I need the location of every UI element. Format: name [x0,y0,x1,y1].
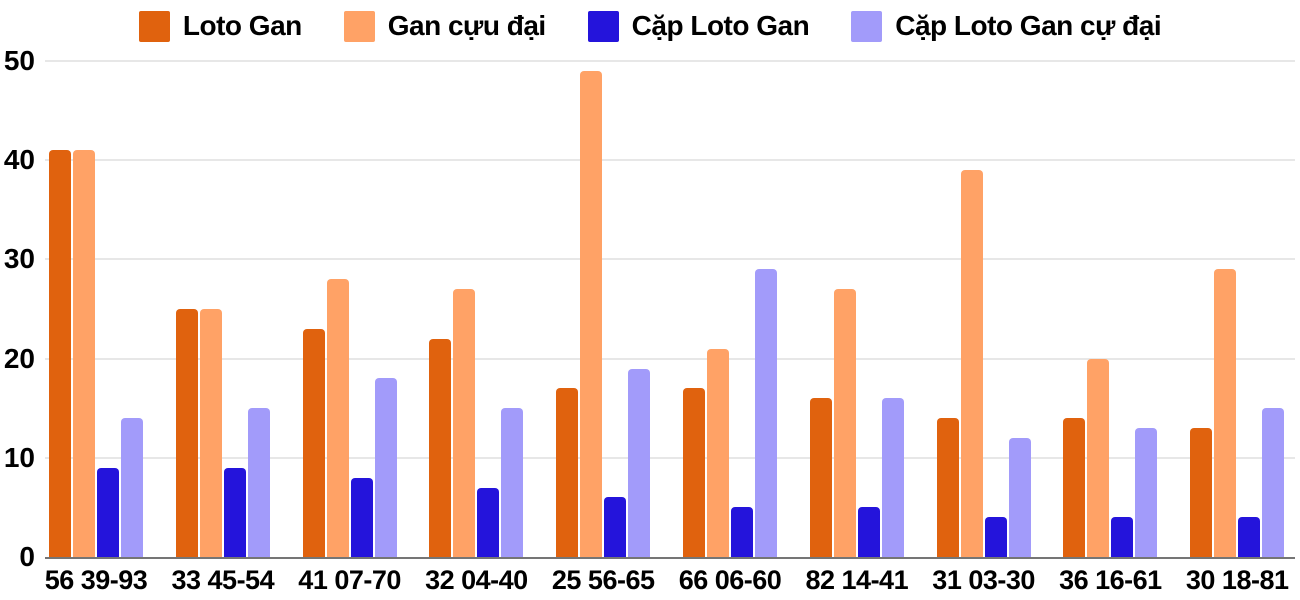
chart-legend: Loto Gan Gan cựu đại Cặp Loto Gan Cặp Loto … [0,6,1300,46]
bar-gan-cựu-đại [1087,358,1110,557]
gridline-y40 [45,159,1295,162]
x-axis-line [45,557,1295,559]
legend-swatch-icon [138,10,170,42]
bar-group-25-56-65 [556,70,651,557]
bar-group-32-04-40 [429,289,524,557]
legend-swatch-icon [851,10,883,42]
x-axis-tick-label: 82 14-41 [805,565,909,595]
plot-area: 50 40 30 20 10 0 56 39-93 33 45-54 41 07-70 32 04… [4,47,1295,595]
bar-group-30-18-81 [1190,269,1285,557]
bar-cặp-loto-gan [604,497,627,557]
bar-cặp-loto-gan-cự-đại [1135,428,1158,557]
y-axis-tick-label: 40 [3,144,35,176]
bar-gan-cựu-đại [707,348,729,557]
bar-cặp-loto-gan-cự-đại [1262,408,1285,557]
bar-loto-gan [1063,418,1086,557]
bar-cặp-loto-gan [350,477,373,557]
bar-cặp-loto-gan-cự-đại [501,408,524,557]
bar-cặp-loto-gan-cự-đại [121,418,143,557]
bar-cặp-loto-gan-cự-đại [374,378,397,557]
legend-label: Gan cựu đại [387,10,546,41]
y-axis-tick-label: 0 [19,541,35,572]
bar-cặp-loto-gan [1111,517,1134,557]
bar-cặp-loto-gan-cự-đại [755,269,777,557]
bar-cặp-loto-gan-cự-đại [247,408,270,557]
legend-label: Cặp Loto Gan cự đại [895,10,1162,41]
bar-cặp-loto-gan [731,507,753,557]
bar-loto-gan [429,338,452,557]
legend-swatch-icon [587,10,619,42]
bar-group-36-16-61 [1063,358,1158,557]
bar-gan-cựu-đại [580,70,603,557]
bar-cặp-loto-gan-cự-đại [881,398,904,557]
x-axis-tick-label: 25 56-65 [551,565,655,595]
bar-gan-cựu-đại [453,289,476,557]
legend-item-3[interactable]: Cặp Loto Gan [587,10,810,42]
x-axis-tick-label: 33 45-54 [171,565,275,595]
bar-gan-cựu-đại [1214,269,1237,557]
bar-loto-gan [49,150,71,557]
legend-label: Loto Gan [182,10,302,41]
y-axis-tick-label: 30 [3,243,35,275]
bar-gan-cựu-đại [199,309,222,557]
bar-cặp-loto-gan [857,507,880,557]
gridline-y20 [45,357,1295,360]
bar-loto-gan [683,388,705,557]
bar-loto-gan [809,398,832,557]
bar-loto-gan [1190,428,1213,557]
legend-item-1[interactable]: Loto Gan [138,10,302,42]
bar-group-41-07-70 [302,279,397,557]
bar-cặp-loto-gan [97,467,119,557]
x-axis-tick-label: 36 16-61 [1059,565,1162,595]
y-axis-tick-label: 10 [3,441,35,473]
x-axis-tick-label: 66 06-60 [678,565,782,595]
y-axis-tick-label: 50 [3,45,35,76]
bar-cặp-loto-gan [223,467,246,557]
bar-gan-cựu-đại [960,170,983,557]
bar-group-66-06-60 [683,269,777,557]
bar-group-82-14-41 [809,289,904,557]
bar-loto-gan [936,418,959,557]
y-axis-tick-label: 20 [3,342,35,374]
legend-swatch-icon [343,10,375,42]
bar-loto-gan [556,388,579,557]
x-axis-tick-label: 41 07-70 [298,565,401,595]
gridline-y50 [45,60,1295,62]
bar-loto-gan [175,309,198,557]
bar-cặp-loto-gan [984,517,1007,557]
bar-cặp-loto-gan [1238,517,1261,557]
bar-cặp-loto-gan-cự-đại [628,368,651,557]
gridline-y30 [45,258,1295,261]
x-axis-tick-label: 31 03-30 [932,565,1035,595]
bar-gan-cựu-đại [833,289,856,557]
bar-gan-cựu-đại [326,279,349,557]
bar-loto-gan [302,328,325,557]
bar-group-33-45-54 [175,309,270,557]
legend-item-2[interactable]: Gan cựu đại [343,10,546,42]
x-axis-tick-label: 56 39-93 [44,565,148,595]
legend-item-4[interactable]: Cặp Loto Gan cự đại [851,10,1162,42]
gridline-y10 [45,456,1295,459]
bar-cặp-loto-gan [477,487,500,557]
legend-label: Cặp Loto Gan [631,10,810,41]
bar-group-31-03-30 [936,170,1031,557]
bar-gan-cựu-đại [73,150,95,557]
x-axis-tick-label: 30 18-81 [1185,565,1289,595]
bar-group-56-39-93 [49,150,143,557]
bar-cặp-loto-gan-cự-đại [1008,437,1031,557]
x-axis-tick-label: 32 04-40 [425,565,528,595]
